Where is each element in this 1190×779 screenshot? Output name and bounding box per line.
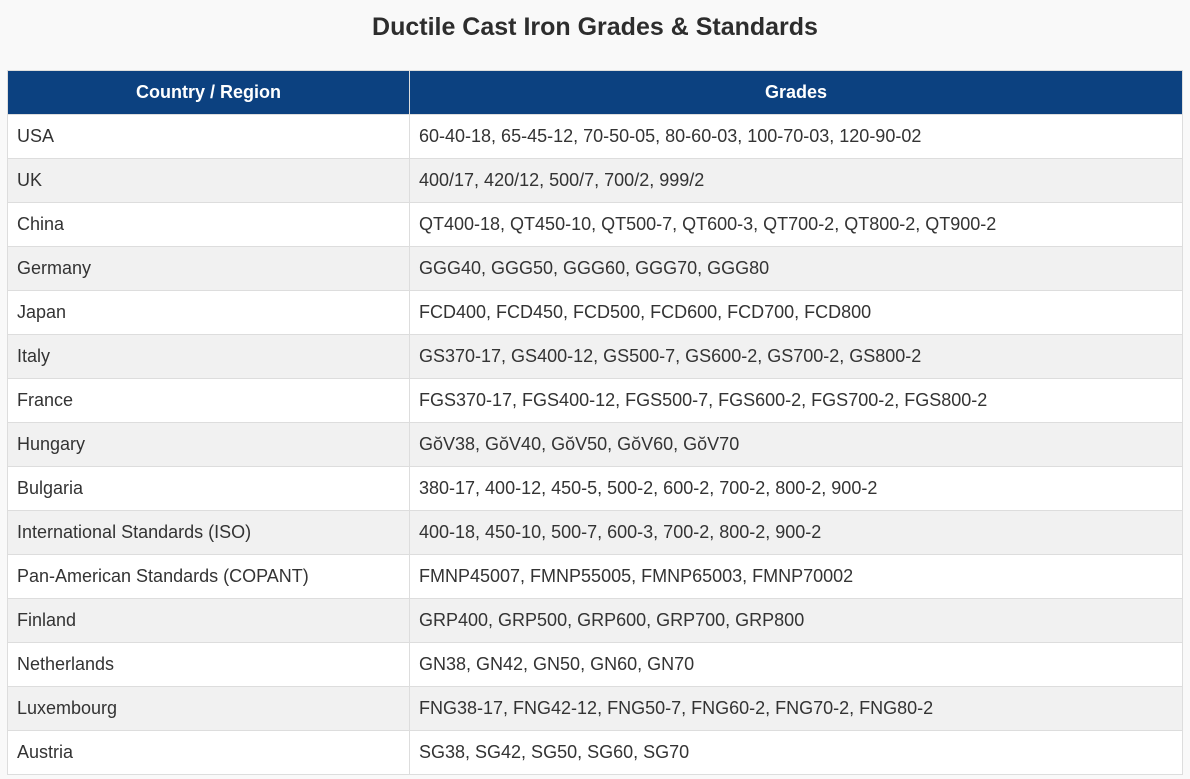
country-cell: France: [7, 378, 410, 423]
grades-cell: 380-17, 400-12, 450-5, 500-2, 600-2, 700…: [409, 466, 1183, 511]
grades-cell: FNG38-17, FNG42-12, FNG50-7, FNG60-2, FN…: [409, 686, 1183, 731]
header-row: Country / Region Grades: [7, 70, 1183, 115]
grades-cell: FMNP45007, FMNP55005, FMNP65003, FMNP700…: [409, 554, 1183, 599]
country-cell: Netherlands: [7, 642, 410, 687]
grades-cell: GGG40, GGG50, GGG60, GGG70, GGG80: [409, 246, 1183, 291]
column-header-grades: Grades: [409, 70, 1183, 115]
grades-cell: GRP400, GRP500, GRP600, GRP700, GRP800: [409, 598, 1183, 643]
country-cell: International Standards (ISO): [7, 510, 410, 555]
grades-cell: 60-40-18, 65-45-12, 70-50-05, 80-60-03, …: [409, 114, 1183, 159]
country-cell: Finland: [7, 598, 410, 643]
grades-table: Country / Region Grades USA 60-40-18, 65…: [7, 70, 1183, 775]
table-row: USA 60-40-18, 65-45-12, 70-50-05, 80-60-…: [7, 114, 1183, 159]
table-row: Austria SG38, SG42, SG50, SG60, SG70: [7, 730, 1183, 775]
table-row: Finland GRP400, GRP500, GRP600, GRP700, …: [7, 598, 1183, 643]
table-row: France FGS370-17, FGS400-12, FGS500-7, F…: [7, 378, 1183, 423]
country-cell: Hungary: [7, 422, 410, 467]
table-row: Japan FCD400, FCD450, FCD500, FCD600, FC…: [7, 290, 1183, 335]
table-row: Italy GS370-17, GS400-12, GS500-7, GS600…: [7, 334, 1183, 379]
table-body: USA 60-40-18, 65-45-12, 70-50-05, 80-60-…: [7, 114, 1183, 775]
grades-cell: SG38, SG42, SG50, SG60, SG70: [409, 730, 1183, 775]
country-cell: Japan: [7, 290, 410, 335]
table-row: UK 400/17, 420/12, 500/7, 700/2, 999/2: [7, 158, 1183, 203]
country-cell: Italy: [7, 334, 410, 379]
table-row: International Standards (ISO) 400-18, 45…: [7, 510, 1183, 555]
grades-cell: GN38, GN42, GN50, GN60, GN70: [409, 642, 1183, 687]
country-cell: UK: [7, 158, 410, 203]
column-header-country: Country / Region: [7, 70, 410, 115]
country-cell: Austria: [7, 730, 410, 775]
country-cell: Bulgaria: [7, 466, 410, 511]
table-row: Luxembourg FNG38-17, FNG42-12, FNG50-7, …: [7, 686, 1183, 731]
country-cell: Pan-American Standards (COPANT): [7, 554, 410, 599]
table-row: Hungary GŏV38, GŏV40, GŏV50, GŏV60, GŏV7…: [7, 422, 1183, 467]
table-row: Pan-American Standards (COPANT) FMNP4500…: [7, 554, 1183, 599]
table-row: Netherlands GN38, GN42, GN50, GN60, GN70: [7, 642, 1183, 687]
table-row: Germany GGG40, GGG50, GGG60, GGG70, GGG8…: [7, 246, 1183, 291]
grades-cell: FCD400, FCD450, FCD500, FCD600, FCD700, …: [409, 290, 1183, 335]
grades-cell: GŏV38, GŏV40, GŏV50, GŏV60, GŏV70: [409, 422, 1183, 467]
country-cell: Luxembourg: [7, 686, 410, 731]
grades-cell: 400/17, 420/12, 500/7, 700/2, 999/2: [409, 158, 1183, 203]
grades-cell: GS370-17, GS400-12, GS500-7, GS600-2, GS…: [409, 334, 1183, 379]
country-cell: USA: [7, 114, 410, 159]
country-cell: China: [7, 202, 410, 247]
page-title: Ductile Cast Iron Grades & Standards: [372, 13, 818, 41]
grades-cell: QT400-18, QT450-10, QT500-7, QT600-3, QT…: [409, 202, 1183, 247]
table-row: China QT400-18, QT450-10, QT500-7, QT600…: [7, 202, 1183, 247]
table-row: Bulgaria 380-17, 400-12, 450-5, 500-2, 6…: [7, 466, 1183, 511]
grades-cell: FGS370-17, FGS400-12, FGS500-7, FGS600-2…: [409, 378, 1183, 423]
grades-cell: 400-18, 450-10, 500-7, 600-3, 700-2, 800…: [409, 510, 1183, 555]
country-cell: Germany: [7, 246, 410, 291]
